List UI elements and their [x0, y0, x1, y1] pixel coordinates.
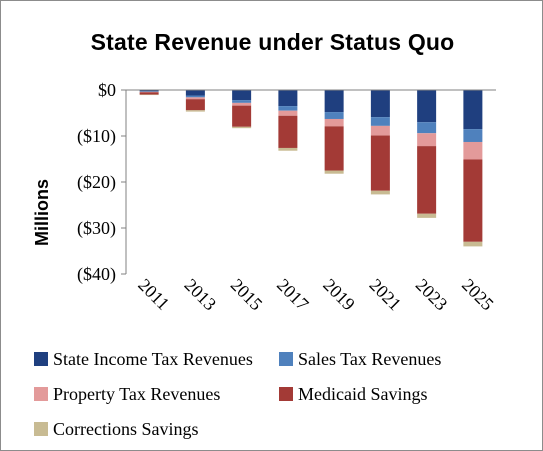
bar-corrections-savings-2021 [370, 190, 390, 195]
legend-label: Medicaid Savings [298, 383, 428, 404]
bar-corrections-savings-2025 [463, 241, 483, 247]
bar-sales-tax-revenues-2015 [232, 100, 252, 103]
y-tick-label: $0 [98, 80, 116, 100]
axes-layer [125, 89, 496, 274]
legend-label: Corrections Savings [53, 418, 199, 439]
bar-property-tax-revenues-2021 [370, 125, 390, 136]
x-ticks-layer: 2011 2013 2015 2017 2019 2021 2023 2025 [134, 275, 497, 315]
legend-item-medicaid-savings: Medicaid Savings [279, 382, 427, 406]
legend-swatch [34, 352, 48, 366]
y-tick-label: ($20) [77, 172, 116, 193]
y-ticks-layer: $0 ($10) ($20) ($30) ($40) [77, 80, 126, 285]
bar-sales-tax-revenues-2019 [324, 112, 344, 119]
x-tick-label-2017: 2017 [273, 275, 313, 315]
bar-property-tax-revenues-2019 [324, 118, 344, 127]
bar-property-tax-revenues-2017 [278, 110, 298, 116]
x-tick-label-2015: 2015 [227, 275, 267, 315]
bar-property-tax-revenues-2015 [232, 102, 252, 106]
x-tick-label-2021: 2021 [366, 275, 406, 315]
bar-corrections-savings-2017 [278, 147, 298, 151]
bar-property-tax-revenues-2013 [185, 97, 205, 100]
legend-swatch [34, 422, 48, 436]
legend-item-sales-tax-revenues: Sales Tax Revenues [279, 347, 441, 371]
x-tick-label-2025: 2025 [458, 275, 498, 315]
bar-property-tax-revenues-2023 [417, 133, 437, 147]
chart-title: State Revenue under Status Quo [90, 29, 455, 55]
bar-corrections-savings-2019 [324, 170, 344, 174]
legend-item-corrections-savings: Corrections Savings [34, 417, 199, 441]
bar-sales-tax-revenues-2017 [278, 106, 298, 111]
bar-state-income-tax-revenues-2023 [417, 90, 437, 123]
bar-property-tax-revenues-2025 [463, 141, 483, 160]
legend-label: Property Tax Revenues [53, 383, 221, 404]
legend-swatch [34, 387, 48, 401]
bar-corrections-savings-2023 [417, 213, 437, 218]
y-tick-label: ($10) [77, 126, 116, 147]
y-tick-label: ($40) [77, 264, 116, 285]
bar-state-income-tax-revenues-2015 [232, 90, 252, 101]
bar-state-income-tax-revenues-2019 [324, 90, 344, 113]
bar-state-income-tax-revenues-2011 [139, 90, 159, 92]
bar-corrections-savings-2013 [185, 110, 205, 112]
bar-medicaid-savings-2023 [417, 146, 437, 214]
bar-sales-tax-revenues-2021 [370, 117, 390, 126]
bar-state-income-tax-revenues-2013 [185, 90, 205, 96]
x-tick-label-2011: 2011 [134, 275, 173, 314]
bar-medicaid-savings-2025 [463, 159, 483, 242]
bar-medicaid-savings-2021 [370, 135, 390, 191]
x-tick-label-2023: 2023 [412, 275, 452, 315]
bar-medicaid-savings-2017 [278, 115, 298, 148]
legend-item-state-income-tax-revenues: State Income Tax Revenues [34, 347, 253, 371]
bar-corrections-savings-2015 [232, 126, 252, 129]
bar-medicaid-savings-2019 [324, 126, 344, 171]
legend-swatch [279, 352, 293, 366]
bar-medicaid-savings-2011 [139, 92, 159, 95]
bars-layer [139, 90, 483, 247]
bar-medicaid-savings-2015 [232, 105, 252, 127]
legend-label: Sales Tax Revenues [298, 348, 442, 369]
legend-swatch [279, 387, 293, 401]
plot-area: $0($10)($20)($30)($40) 2011 2013 2015 2017 2… [77, 80, 498, 315]
legend: State Income Tax Revenues Sales Tax Reven… [34, 347, 534, 447]
legend-item-property-tax-revenues: Property Tax Revenues [34, 382, 220, 406]
x-tick-label-2019: 2019 [319, 275, 359, 315]
bar-state-income-tax-revenues-2017 [278, 90, 298, 107]
bar-sales-tax-revenues-2023 [417, 122, 437, 134]
bar-sales-tax-revenues-2025 [463, 129, 483, 142]
x-tick-label-2013: 2013 [181, 275, 221, 315]
legend-label: State Income Tax Revenues [53, 348, 253, 369]
bar-state-income-tax-revenues-2021 [370, 90, 390, 118]
y-tick-label: ($30) [77, 218, 116, 239]
bar-state-income-tax-revenues-2025 [463, 90, 483, 130]
bar-medicaid-savings-2013 [185, 99, 205, 111]
bar-sales-tax-revenues-2013 [185, 95, 205, 98]
